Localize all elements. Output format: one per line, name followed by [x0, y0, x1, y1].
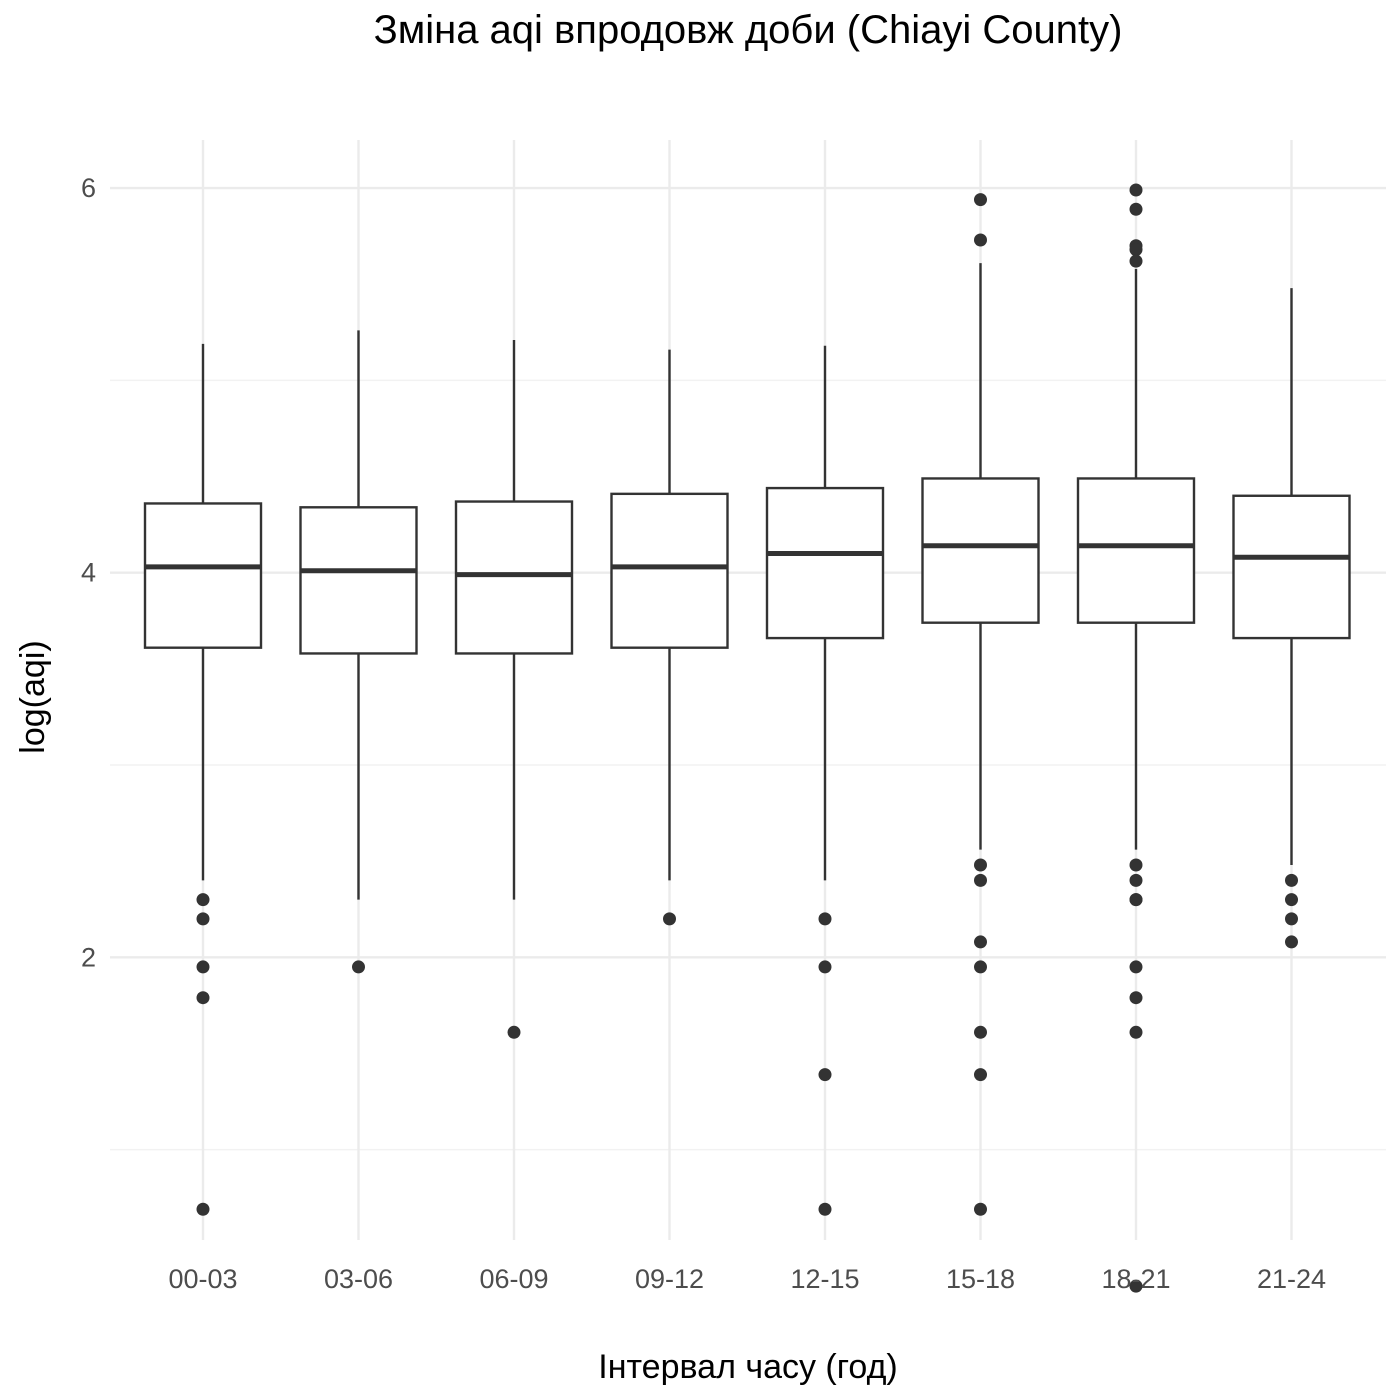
box-18-21	[1076, 183, 1196, 1293]
y-tick-label: 6	[81, 173, 96, 203]
outlier-point	[1129, 858, 1143, 872]
box-00-03	[143, 343, 263, 1216]
box-12-15	[765, 345, 885, 1216]
box-iqr	[610, 492, 729, 649]
outlier-point	[974, 1025, 987, 1039]
x-tick-label: 21-24	[1257, 1264, 1326, 1294]
box-15-18	[921, 193, 1040, 1216]
box-iqr	[1232, 494, 1351, 640]
outlier-point	[1129, 873, 1143, 887]
y-tick-label: 4	[81, 558, 96, 588]
x-tick-label: 12-15	[790, 1264, 859, 1294]
outlier-point	[1129, 243, 1143, 257]
x-tick-label: 00-03	[168, 1264, 237, 1294]
box-21-24	[1232, 288, 1351, 949]
outlier-point	[352, 960, 365, 974]
box-06-09	[454, 340, 574, 1039]
box-03-06	[299, 330, 418, 974]
outlier-point	[818, 1202, 832, 1216]
chart-title: Зміна aqi впродовж доби (Chiayi County)	[373, 8, 1123, 52]
outlier-point	[1285, 893, 1298, 907]
y-tick-label: 2	[81, 942, 96, 972]
outlier-point	[196, 991, 210, 1005]
outlier-point	[974, 873, 987, 887]
outlier-point	[974, 233, 987, 247]
outlier-point	[1129, 1279, 1143, 1293]
outlier-point	[818, 1068, 832, 1082]
outlier-point	[196, 960, 210, 974]
box-iqr	[765, 486, 885, 640]
outlier-point	[196, 893, 210, 907]
outlier-point	[196, 1202, 210, 1216]
box-iqr	[1076, 477, 1196, 624]
outlier-point	[974, 858, 987, 872]
outlier-point	[196, 912, 210, 926]
outlier-point	[663, 912, 676, 926]
axis-labels: 2 4 6 00-03 03-06 06-09 09-12 12-15 15-18 18-21 21…	[81, 173, 1326, 1294]
box-iqr	[454, 500, 574, 655]
x-tick-label: 06-09	[479, 1264, 548, 1294]
y-axis-title: log(aqi)	[14, 640, 52, 753]
outlier-point	[1129, 183, 1143, 197]
outlier-point	[974, 960, 987, 974]
box-09-12	[610, 349, 729, 926]
outlier-point	[1129, 202, 1143, 216]
outlier-point	[974, 1068, 987, 1082]
outlier-point	[974, 1202, 987, 1216]
outlier-point	[1129, 254, 1143, 268]
x-tick-label: 03-06	[324, 1264, 393, 1294]
box-iqr	[143, 502, 263, 649]
outlier-point	[1285, 912, 1298, 926]
grid-lines	[110, 140, 1386, 1240]
outlier-point	[818, 912, 832, 926]
outlier-point	[1129, 960, 1143, 974]
boxes-layer	[143, 183, 1351, 1293]
outlier-point	[974, 935, 987, 949]
outlier-point	[507, 1025, 521, 1039]
x-tick-label: 09-12	[635, 1264, 704, 1294]
x-tick-label: 18-21	[1101, 1264, 1170, 1294]
outlier-point	[1129, 991, 1143, 1005]
x-tick-label: 15-18	[946, 1264, 1015, 1294]
outlier-point	[1129, 1025, 1143, 1039]
outlier-point	[1285, 873, 1298, 887]
outlier-point	[1285, 935, 1298, 949]
outlier-point	[974, 193, 987, 207]
box-iqr	[921, 477, 1040, 624]
outlier-point	[818, 960, 832, 974]
outlier-point	[1129, 893, 1143, 907]
x-axis-title: Інтервал часу (год)	[598, 1348, 897, 1386]
box-iqr	[299, 506, 418, 655]
